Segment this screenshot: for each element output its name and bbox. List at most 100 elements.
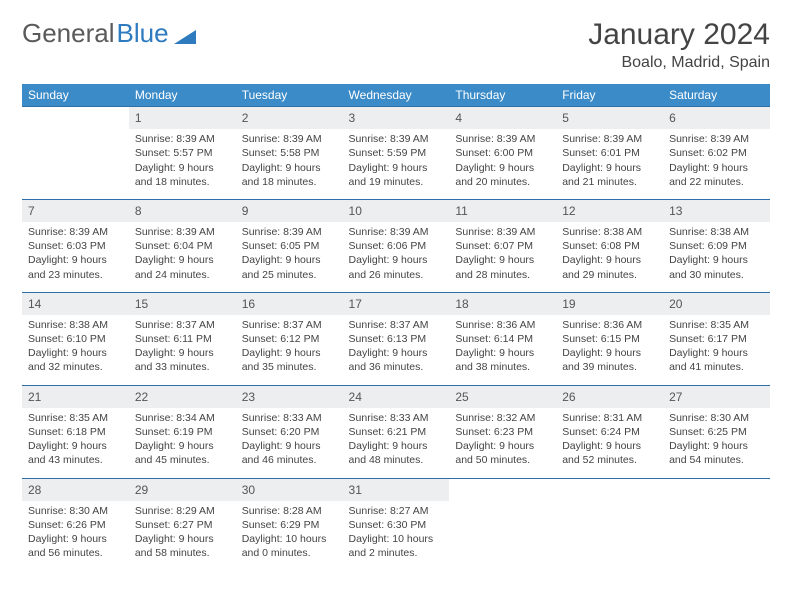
- day-cell: Sunrise: 8:29 AMSunset: 6:27 PMDaylight:…: [129, 501, 236, 571]
- sunrise-text: Sunrise: 8:38 AM: [669, 225, 764, 239]
- day-cell: [556, 501, 663, 571]
- day-number: 23: [236, 385, 343, 408]
- sunset-text: Sunset: 6:10 PM: [28, 332, 123, 346]
- sunset-text: Sunset: 6:07 PM: [455, 239, 550, 253]
- sunrise-text: Sunrise: 8:37 AM: [349, 318, 444, 332]
- sunset-text: Sunset: 6:15 PM: [562, 332, 657, 346]
- daylight-text-1: Daylight: 9 hours: [242, 253, 337, 267]
- day-number: 11: [449, 199, 556, 222]
- sunset-text: Sunset: 6:11 PM: [135, 332, 230, 346]
- sunrise-text: Sunrise: 8:31 AM: [562, 411, 657, 425]
- day-cell: Sunrise: 8:37 AMSunset: 6:11 PMDaylight:…: [129, 315, 236, 385]
- day-cell: Sunrise: 8:39 AMSunset: 6:05 PMDaylight:…: [236, 222, 343, 292]
- day-data-row: Sunrise: 8:30 AMSunset: 6:26 PMDaylight:…: [22, 501, 770, 571]
- daylight-text-1: Daylight: 9 hours: [135, 161, 230, 175]
- sunset-text: Sunset: 5:59 PM: [349, 146, 444, 160]
- day-number: 8: [129, 199, 236, 222]
- day-cell: Sunrise: 8:39 AMSunset: 5:57 PMDaylight:…: [129, 129, 236, 199]
- day-number: [556, 478, 663, 501]
- day-cell: Sunrise: 8:32 AMSunset: 6:23 PMDaylight:…: [449, 408, 556, 478]
- day-data-row: Sunrise: 8:39 AMSunset: 5:57 PMDaylight:…: [22, 129, 770, 199]
- weekday-header: Sunday: [22, 84, 129, 107]
- sunrise-text: Sunrise: 8:36 AM: [455, 318, 550, 332]
- daylight-text-2: and 18 minutes.: [135, 175, 230, 189]
- day-cell: Sunrise: 8:39 AMSunset: 5:59 PMDaylight:…: [343, 129, 450, 199]
- daylight-text-2: and 2 minutes.: [349, 546, 444, 560]
- daylight-text-2: and 26 minutes.: [349, 268, 444, 282]
- sunset-text: Sunset: 6:12 PM: [242, 332, 337, 346]
- day-cell: Sunrise: 8:39 AMSunset: 6:02 PMDaylight:…: [663, 129, 770, 199]
- sunrise-text: Sunrise: 8:30 AM: [669, 411, 764, 425]
- daylight-text-1: Daylight: 9 hours: [349, 161, 444, 175]
- day-number: 28: [22, 478, 129, 501]
- day-number: 10: [343, 199, 450, 222]
- sunset-text: Sunset: 6:25 PM: [669, 425, 764, 439]
- sunset-text: Sunset: 6:17 PM: [669, 332, 764, 346]
- sunset-text: Sunset: 6:24 PM: [562, 425, 657, 439]
- sunrise-text: Sunrise: 8:39 AM: [135, 132, 230, 146]
- weekday-header: Friday: [556, 84, 663, 107]
- sunrise-text: Sunrise: 8:38 AM: [28, 318, 123, 332]
- daylight-text-2: and 30 minutes.: [669, 268, 764, 282]
- day-number: 27: [663, 385, 770, 408]
- sunrise-text: Sunrise: 8:27 AM: [349, 504, 444, 518]
- day-number-row: 14151617181920: [22, 292, 770, 315]
- day-data-row: Sunrise: 8:35 AMSunset: 6:18 PM Daylight:…: [22, 408, 770, 478]
- day-number: 24: [343, 385, 450, 408]
- day-number: 2: [236, 107, 343, 130]
- day-number: 3: [343, 107, 450, 130]
- sunset-text: Sunset: 6:01 PM: [562, 146, 657, 160]
- day-number: 14: [22, 292, 129, 315]
- daylight-text-1: Daylight: 9 hours: [242, 439, 337, 453]
- day-cell: [22, 129, 129, 199]
- sunset-text: Sunset: 6:05 PM: [242, 239, 337, 253]
- sunset-text: Sunset: 6:18 PM: [28, 425, 123, 439]
- day-cell: Sunrise: 8:37 AMSunset: 6:13 PMDaylight:…: [343, 315, 450, 385]
- day-cell: Sunrise: 8:39 AMSunset: 6:01 PMDaylight:…: [556, 129, 663, 199]
- daylight-text-1: Daylight: 9 hours: [135, 346, 230, 360]
- logo-text-gray: General: [22, 18, 115, 49]
- daylight-text-2: and 41 minutes.: [669, 360, 764, 374]
- daylight-text-1: Daylight: 9 hours: [669, 346, 764, 360]
- daylight-text-1: Daylight: 9 hours: [562, 439, 657, 453]
- day-cell: Sunrise: 8:39 AMSunset: 6:03 PMDaylight:…: [22, 222, 129, 292]
- daylight-text-2: and 33 minutes.: [135, 360, 230, 374]
- daylight-text-2: and 20 minutes.: [455, 175, 550, 189]
- sunrise-text: Sunrise: 8:39 AM: [349, 225, 444, 239]
- day-number: 16: [236, 292, 343, 315]
- sunrise-text: Sunrise: 8:35 AM: [28, 411, 123, 425]
- daylight-text-2: and 39 minutes.: [562, 360, 657, 374]
- daylight-text-1: Daylight: 9 hours: [455, 253, 550, 267]
- day-cell: Sunrise: 8:38 AMSunset: 6:10 PMDaylight:…: [22, 315, 129, 385]
- sunset-text: Sunset: 6:03 PM: [28, 239, 123, 253]
- daylight-text-2: and 56 minutes.: [28, 546, 123, 560]
- day-number: 9: [236, 199, 343, 222]
- sunset-text: Sunset: 6:30 PM: [349, 518, 444, 532]
- daylight-text-1: Daylight: 9 hours: [28, 346, 123, 360]
- day-cell: Sunrise: 8:39 AMSunset: 5:58 PMDaylight:…: [236, 129, 343, 199]
- daylight-text-1: Daylight: 9 hours: [349, 439, 444, 453]
- title-block: January 2024 Boalo, Madrid, Spain: [588, 18, 770, 72]
- daylight-text-2: and 38 minutes.: [455, 360, 550, 374]
- day-number: 5: [556, 107, 663, 130]
- day-number-row: 123456: [22, 107, 770, 130]
- day-data-row: Sunrise: 8:38 AMSunset: 6:10 PMDaylight:…: [22, 315, 770, 385]
- daylight-text-1: Daylight: 9 hours: [135, 439, 230, 453]
- sunrise-text: Sunrise: 8:29 AM: [135, 504, 230, 518]
- day-number: 4: [449, 107, 556, 130]
- day-cell: Sunrise: 8:38 AMSunset: 6:08 PMDaylight:…: [556, 222, 663, 292]
- day-number: 22: [129, 385, 236, 408]
- daylight-text-1: Daylight: 9 hours: [28, 532, 123, 546]
- sunrise-text: Sunrise: 8:33 AM: [349, 411, 444, 425]
- day-number: 18: [449, 292, 556, 315]
- day-cell: Sunrise: 8:30 AMSunset: 6:26 PMDaylight:…: [22, 501, 129, 571]
- daylight-text-2: and 25 minutes.: [242, 268, 337, 282]
- sunrise-text: Sunrise: 8:36 AM: [562, 318, 657, 332]
- logo-text-blue: Blue: [117, 18, 169, 49]
- daylight-text-1: Daylight: 9 hours: [669, 439, 764, 453]
- sunset-text: Sunset: 6:27 PM: [135, 518, 230, 532]
- sunrise-text: Sunrise: 8:39 AM: [349, 132, 444, 146]
- daylight-text-2: and 23 minutes.: [28, 268, 123, 282]
- daylight-text-1: Daylight: 9 hours: [455, 161, 550, 175]
- day-number: 17: [343, 292, 450, 315]
